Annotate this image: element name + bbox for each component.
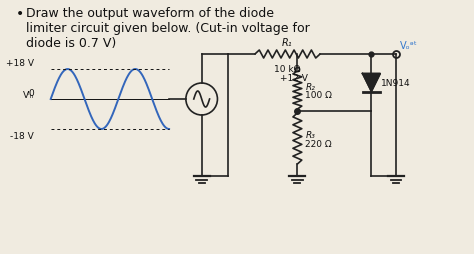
Text: 0: 0 <box>28 89 34 98</box>
Text: +12 V: +12 V <box>281 74 309 83</box>
Text: 1N914: 1N914 <box>381 79 411 88</box>
Text: R₃: R₃ <box>305 131 315 139</box>
Text: R₂: R₂ <box>305 82 315 91</box>
Text: 100 Ω: 100 Ω <box>305 91 332 100</box>
Polygon shape <box>363 74 380 92</box>
Text: +18 V: +18 V <box>6 59 34 68</box>
Text: Vᴵₙ: Vᴵₙ <box>23 91 34 100</box>
Text: 220 Ω: 220 Ω <box>305 139 332 148</box>
Text: Vₒᵊᵗ: Vₒᵊᵗ <box>400 41 418 51</box>
Text: limiter circuit given below. (Cut-in voltage for: limiter circuit given below. (Cut-in vol… <box>26 22 310 35</box>
Text: R₁: R₁ <box>282 38 293 48</box>
Text: •: • <box>16 7 25 21</box>
Text: -18 V: -18 V <box>10 132 34 140</box>
Text: 10 kΩ: 10 kΩ <box>274 65 301 74</box>
Text: diode is 0.7 V): diode is 0.7 V) <box>26 37 116 50</box>
Text: Draw the output waveform of the diode: Draw the output waveform of the diode <box>26 7 274 20</box>
